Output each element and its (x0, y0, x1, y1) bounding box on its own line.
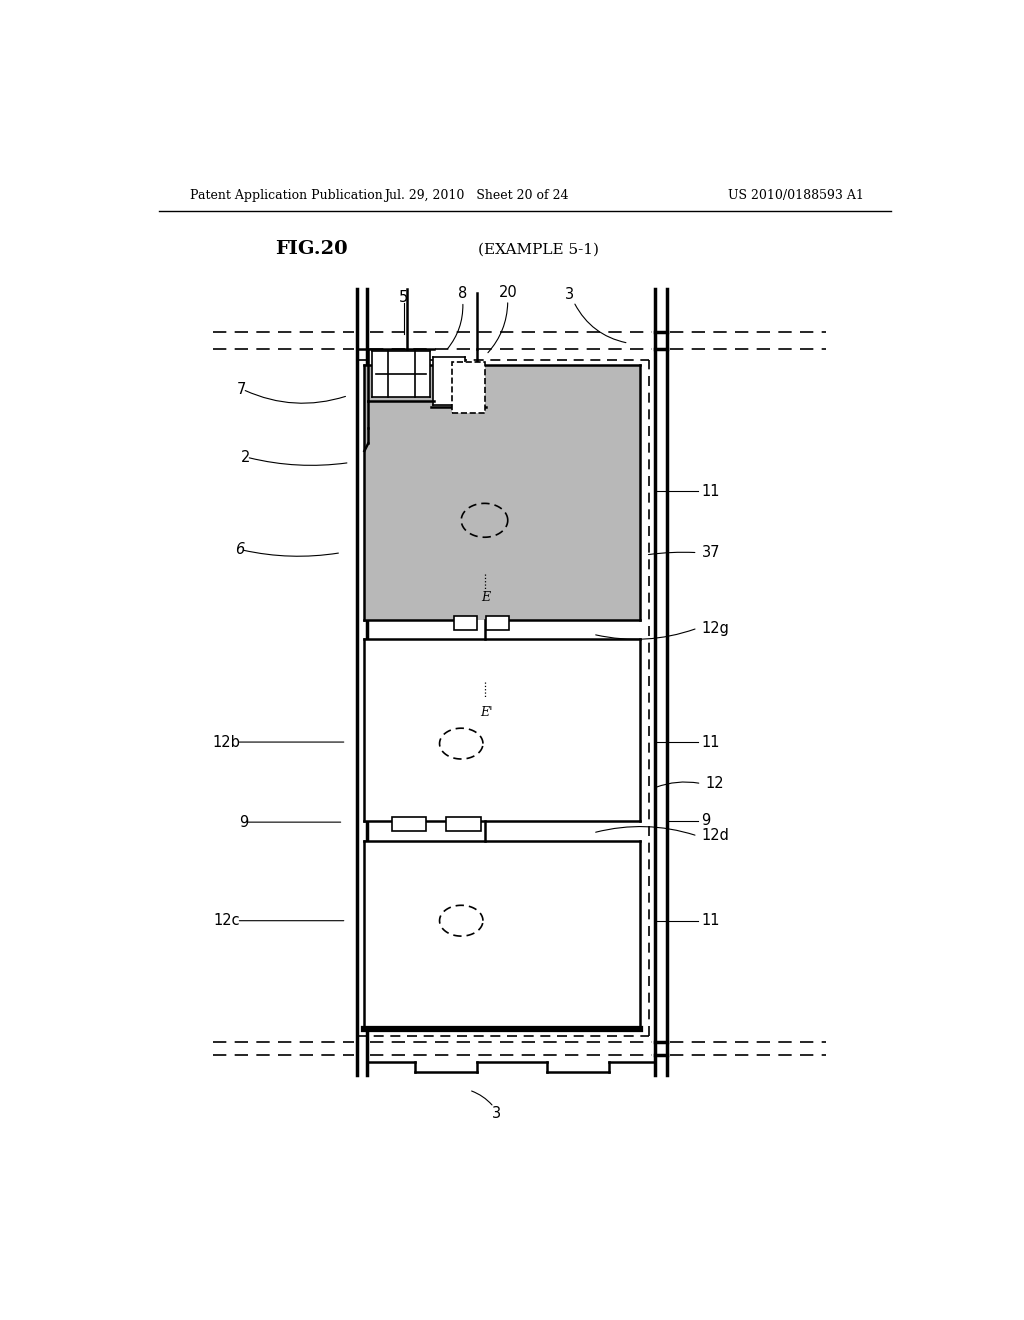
Text: 7: 7 (237, 381, 246, 397)
Text: 12b: 12b (213, 734, 241, 750)
Text: 6: 6 (234, 543, 245, 557)
Bar (372, 351, 430, 397)
Text: 9: 9 (701, 813, 711, 828)
Bar (486, 615, 509, 630)
Text: 5: 5 (399, 289, 409, 305)
Text: (EXAMPLE 5-1): (EXAMPLE 5-1) (478, 243, 599, 256)
Text: 12c: 12c (214, 913, 241, 928)
Text: 11: 11 (701, 483, 720, 499)
Text: 37: 37 (701, 545, 720, 560)
Text: 9: 9 (239, 814, 248, 830)
Text: E': E' (480, 706, 493, 719)
Text: 3: 3 (492, 1106, 501, 1121)
Text: 11: 11 (701, 913, 720, 928)
Bar (452, 363, 484, 412)
Bar (391, 817, 426, 830)
Text: Patent Application Publication: Patent Application Publication (190, 189, 383, 202)
Text: FIG.20: FIG.20 (275, 240, 348, 259)
Bar (454, 615, 477, 630)
Text: 12: 12 (706, 776, 724, 791)
Text: 11: 11 (701, 734, 720, 750)
Bar (365, 841, 640, 1028)
Text: Jul. 29, 2010   Sheet 20 of 24: Jul. 29, 2010 Sheet 20 of 24 (384, 189, 569, 202)
Bar (432, 358, 465, 405)
Text: 12d: 12d (701, 829, 729, 843)
Text: E: E (481, 591, 490, 603)
Text: 8: 8 (458, 286, 467, 301)
Bar (365, 364, 640, 620)
Text: US 2010/0188593 A1: US 2010/0188593 A1 (728, 189, 864, 202)
Bar (445, 817, 480, 830)
Text: 20: 20 (499, 285, 517, 300)
Text: 2: 2 (241, 450, 251, 465)
Text: 12g: 12g (701, 620, 729, 636)
Text: 3: 3 (565, 288, 574, 302)
Bar (452, 363, 484, 412)
Bar (469, 364, 640, 367)
Bar (365, 639, 640, 821)
